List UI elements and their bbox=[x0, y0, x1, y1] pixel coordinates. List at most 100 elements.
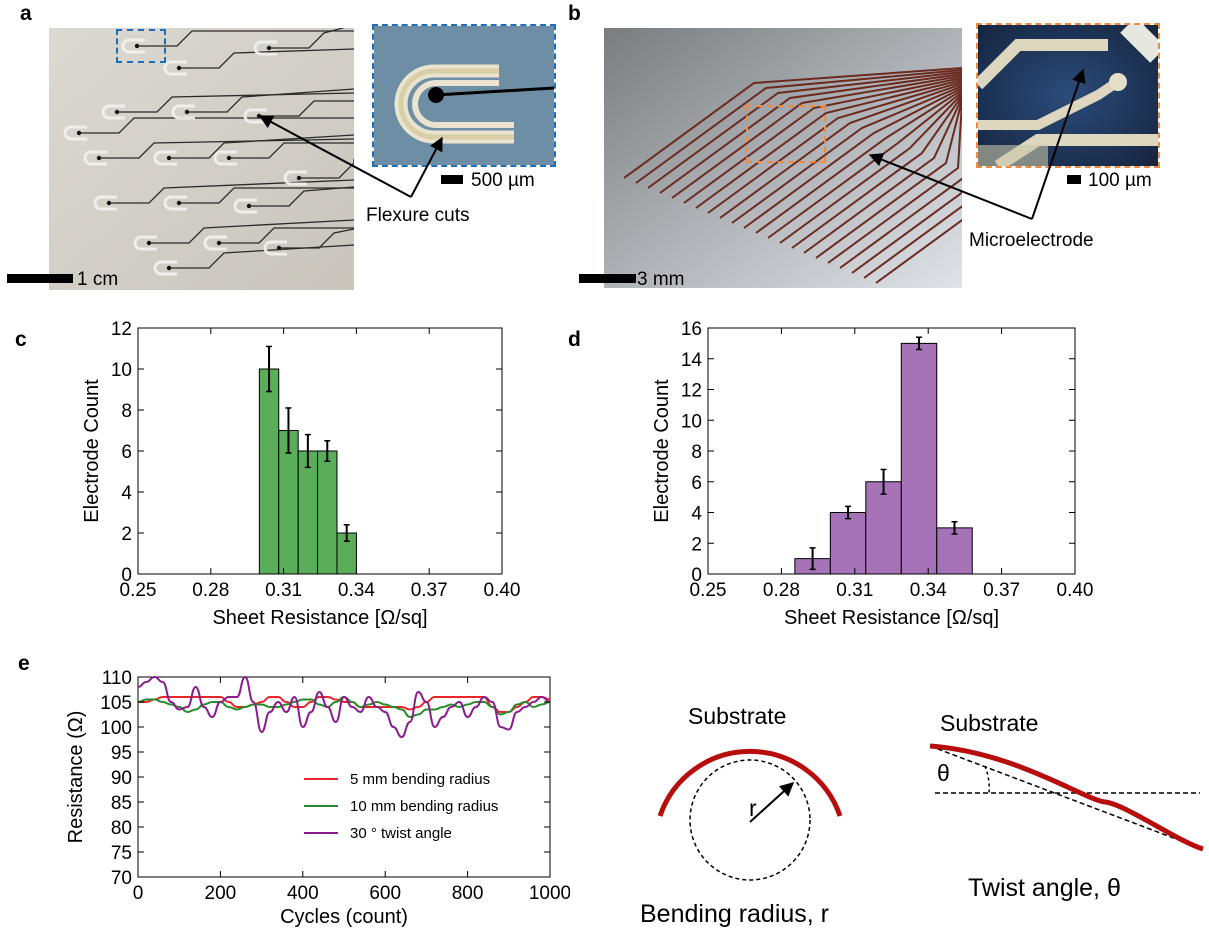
annotation-microelectrode: Microelectrode bbox=[969, 230, 1094, 251]
panel-label-a: a bbox=[20, 2, 32, 25]
y-tick-label: 16 bbox=[681, 319, 702, 340]
scale-label-100um: 100 µm bbox=[1088, 170, 1152, 191]
scale-bar-3mm bbox=[579, 274, 636, 283]
resistance-line-chart-e: 0 200 400 600 800 1000 70 75 80 85 90 95 100 105 110 Cy… bbox=[65, 668, 570, 928]
microelectrode-inset-photo bbox=[976, 23, 1160, 168]
y-tick-label: 6 bbox=[121, 442, 132, 463]
panel-label-e: e bbox=[18, 652, 30, 675]
legend-label: 5 mm bending radius bbox=[350, 771, 490, 788]
arrow-flexure-photo bbox=[258, 115, 412, 198]
y-tick-label: 10 bbox=[681, 411, 702, 432]
electrode-array-photo bbox=[49, 28, 354, 290]
y-tick-label: 2 bbox=[121, 524, 132, 545]
histogram-bar bbox=[317, 450, 338, 575]
y-tick-label: 85 bbox=[111, 793, 132, 814]
bend-substrate-label: Substrate bbox=[688, 703, 787, 729]
x-tick-label: 0.25 bbox=[690, 580, 727, 601]
y-axis-label: Electrode Count bbox=[81, 379, 103, 523]
legend-label: 10 mm bending radius bbox=[350, 798, 498, 815]
scale-bar-1cm bbox=[7, 274, 73, 283]
x-axis-label: Cycles (count) bbox=[280, 906, 408, 928]
y-tick-label: 100 bbox=[100, 718, 132, 739]
radius-arrow bbox=[749, 782, 795, 823]
y-tick-label: 6 bbox=[691, 473, 702, 494]
twisted-substrate-curve bbox=[929, 743, 1204, 852]
histogram-chart-c: 0.25 0.28 0.31 0.34 0.37 0.40 0 2 4 6 8 10 12 Sheet R… bbox=[81, 319, 521, 629]
arrow-microelectrode-photo bbox=[868, 153, 1033, 220]
panel-label-d: d bbox=[568, 328, 581, 351]
x-tick-label: 0.31 bbox=[836, 580, 873, 601]
y-tick-label: 2 bbox=[691, 534, 702, 555]
x-tick-label: 400 bbox=[287, 883, 319, 904]
histogram-bar bbox=[829, 512, 867, 575]
pointer-arrows bbox=[258, 68, 1086, 220]
x-tick-label: 0.40 bbox=[1057, 580, 1094, 601]
inset-highlight-box-b bbox=[746, 105, 826, 163]
histogram-bar bbox=[297, 450, 319, 575]
y-tick-label: 0 bbox=[691, 565, 702, 586]
y-tick-label: 70 bbox=[111, 868, 132, 889]
panel-label-b: b bbox=[568, 2, 581, 25]
arrow-flexure-inset bbox=[410, 136, 443, 198]
histogram-chart-d: 0.25 0.28 0.31 0.34 0.37 0.40 0 2 4 6 8 10 12 14 16 She… bbox=[651, 319, 1094, 629]
bending-circle bbox=[689, 759, 811, 881]
bending-radius-diagram bbox=[657, 748, 843, 881]
bent-substrate-arc bbox=[657, 748, 843, 817]
histogram-bar bbox=[936, 527, 973, 575]
inset-highlight-box-a bbox=[116, 29, 166, 63]
y-tick-label: 10 bbox=[111, 360, 132, 381]
y-tick-label: 8 bbox=[121, 401, 132, 422]
x-axis-label: Sheet Resistance [Ω/sq] bbox=[784, 607, 999, 629]
x-tick-label: 0.34 bbox=[338, 580, 375, 601]
y-tick-label: 14 bbox=[681, 350, 703, 371]
x-tick-label: 0.40 bbox=[484, 580, 521, 601]
twist-substrate-label: Substrate bbox=[940, 710, 1039, 736]
bend-caption: Bending radius, r bbox=[640, 900, 830, 928]
twist-caption: Twist angle, θ bbox=[968, 874, 1121, 902]
flexure-inset-photo bbox=[372, 24, 556, 167]
x-tick-label: 0.28 bbox=[192, 580, 229, 601]
y-tick-label: 12 bbox=[681, 381, 702, 402]
y-axis-label: Resistance (Ω) bbox=[65, 711, 87, 844]
histogram-bar bbox=[258, 368, 280, 575]
x-tick-label: 200 bbox=[205, 883, 237, 904]
bend-radius-symbol: r bbox=[749, 795, 757, 821]
y-tick-label: 8 bbox=[691, 442, 702, 463]
x-tick-label: 0.37 bbox=[411, 580, 448, 601]
twist-theta-symbol: θ bbox=[937, 760, 950, 786]
series-line bbox=[138, 696, 551, 713]
y-tick-label: 95 bbox=[111, 743, 132, 764]
y-tick-label: 90 bbox=[111, 768, 132, 789]
x-tick-label: 0.37 bbox=[983, 580, 1020, 601]
x-tick-label: 800 bbox=[452, 883, 484, 904]
angle-arc bbox=[984, 765, 990, 794]
y-tick-label: 4 bbox=[691, 504, 702, 525]
y-tick-label: 105 bbox=[100, 693, 132, 714]
legend-label: 30 ° twist angle bbox=[350, 825, 452, 842]
y-tick-label: 0 bbox=[121, 565, 132, 586]
scale-bar-500um bbox=[441, 175, 463, 184]
x-tick-label: 0.28 bbox=[763, 580, 800, 601]
x-tick-label: 0.31 bbox=[265, 580, 302, 601]
x-tick-label: 600 bbox=[369, 883, 401, 904]
y-tick-label: 75 bbox=[111, 843, 132, 864]
histogram-bar bbox=[865, 481, 902, 575]
twist-reference-line bbox=[929, 745, 1201, 849]
panel-label-c: c bbox=[15, 328, 27, 351]
histogram-bar bbox=[900, 342, 938, 575]
y-tick-label: 4 bbox=[121, 483, 132, 504]
y-axis-label: Electrode Count bbox=[651, 379, 673, 523]
microelectrode-array-photo bbox=[604, 28, 962, 288]
arrow-microelectrode-inset bbox=[1031, 68, 1086, 220]
y-tick-label: 110 bbox=[102, 668, 132, 689]
electrode-traces bbox=[49, 28, 354, 290]
annotation-flexure-cuts: Flexure cuts bbox=[366, 205, 470, 226]
scale-label-500um: 500 µm bbox=[471, 170, 535, 191]
y-tick-label: 12 bbox=[111, 319, 132, 340]
x-tick-label: 0.25 bbox=[120, 580, 157, 601]
x-tick-label: 0 bbox=[133, 883, 144, 904]
x-tick-label: 0.34 bbox=[910, 580, 947, 601]
y-tick-label: 80 bbox=[111, 818, 132, 839]
x-axis-label: Sheet Resistance [Ω/sq] bbox=[212, 607, 427, 629]
x-tick-label: 1000 bbox=[529, 883, 570, 904]
